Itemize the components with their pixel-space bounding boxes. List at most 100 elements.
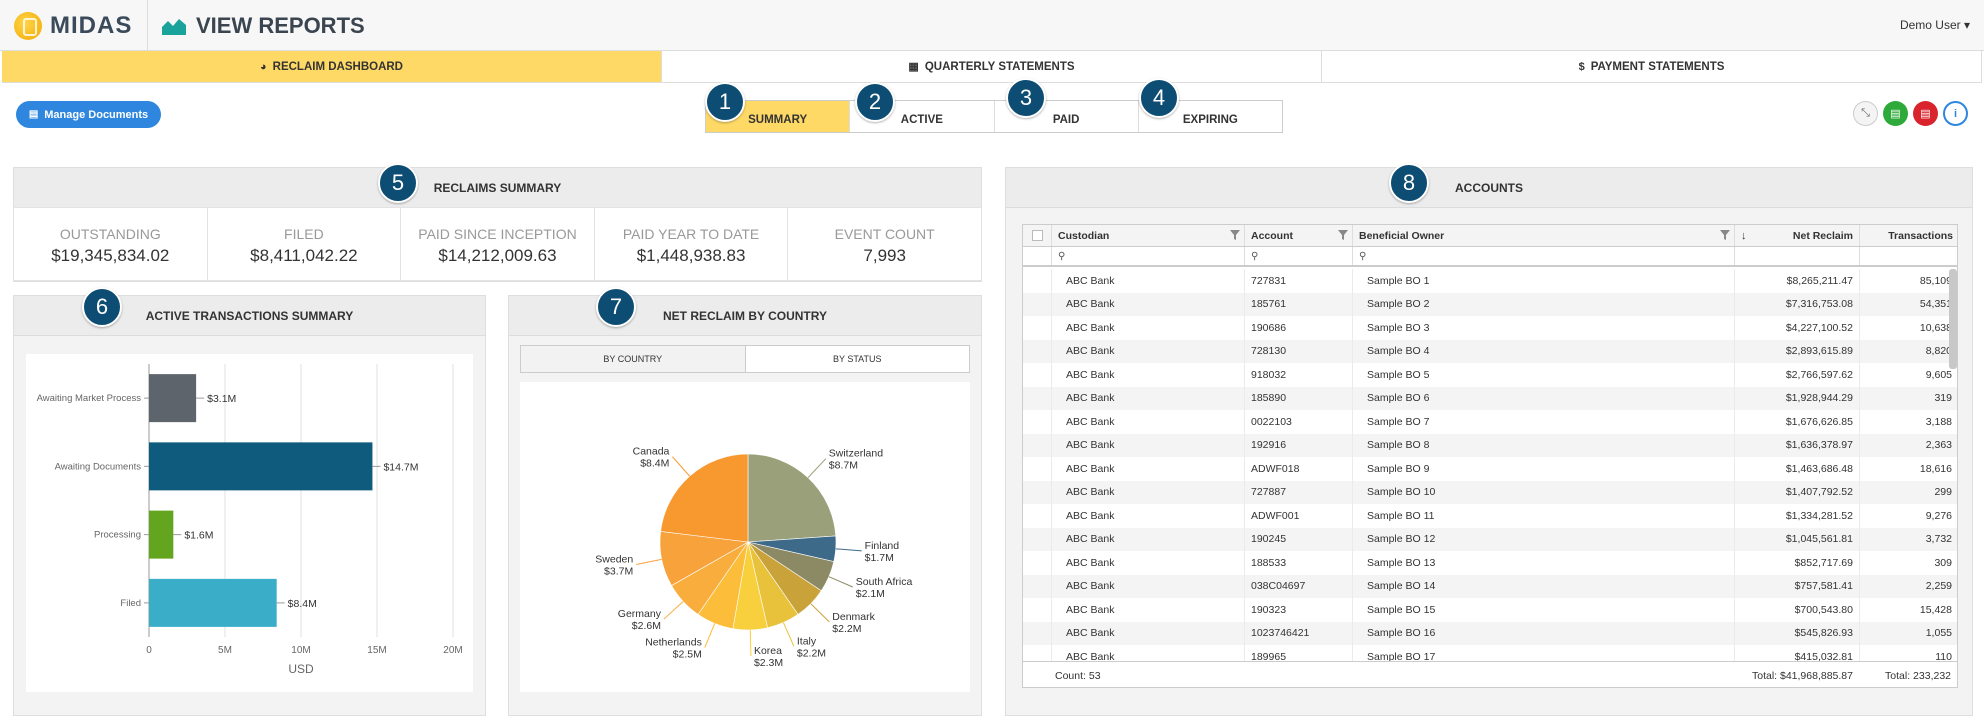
table-row[interactable]: ABC Bank 1023746421 Sample BO 16 $545,826.9… [1023,621,1957,645]
table-scrollbar[interactable] [1949,269,1957,369]
table-row[interactable]: ABC Bank 728130 Sample BO 4 $2,893,615.89 8,… [1023,339,1957,363]
filter-icon[interactable] [1338,230,1348,240]
bar [149,510,174,559]
cell-text: Sample BO 5 [1367,368,1430,381]
transactions-search[interactable] [1860,247,1957,265]
transactions-cell: 110 [1860,645,1957,661]
data-label: $8.4M [288,598,317,610]
pie-label-connector [704,628,713,648]
pie-label-connector [811,458,827,474]
country-status-toggle: BY COUNTRY BY STATUS [520,345,970,373]
search-icon: ⚲ [1359,250,1367,262]
table-row[interactable]: ABC Bank 189965 Sample BO 17 $415,032.81 110 [1023,645,1957,661]
cell-text: $1,928,944.29 [1785,392,1853,405]
beneficial-owner-search[interactable]: ⚲ [1353,247,1735,265]
table-row[interactable]: ABC Bank 190686 Sample BO 3 $4,227,100.52 10… [1023,316,1957,340]
filter-tabs: SUMMARY ACTIVE PAID EXPIRING [705,100,1283,133]
tab-reclaim-dashboard[interactable]: ◕ RECLAIM DASHBOARD [2,51,662,82]
transactions-cell: 3,732 [1860,528,1957,552]
col-label: Account [1251,229,1293,242]
cell-text: 309 [1934,556,1952,569]
panel-title: NET RECLAIM BY COUNTRY [509,296,981,336]
by-country-button[interactable]: BY COUNTRY [521,346,746,372]
filter-icon[interactable] [1720,230,1730,240]
table-row[interactable]: ABC Bank 190323 Sample BO 15 $700,543.80 15,… [1023,598,1957,622]
cell-text: ABC Bank [1066,650,1115,661]
custodian-cell: ABC Bank [1052,433,1245,457]
pie-label: Korea [754,645,782,657]
col-custodian[interactable]: Custodian [1052,225,1245,246]
select-all-checkbox[interactable] [1031,230,1043,241]
total-net-reclaim: Total: $41,968,885.87 [1751,670,1853,682]
tab-active[interactable]: ACTIVE [850,101,995,132]
beneficial-owner-cell: Sample BO 10 [1353,480,1735,504]
tab-quarterly-statements[interactable]: ▦ QUARTERLY STATEMENTS [662,51,1322,82]
beneficial-owner-cell: Sample BO 7 [1353,410,1735,434]
table-row[interactable]: ABC Bank 188533 Sample BO 13 $852,717.69 309 [1023,551,1957,575]
cell-text: Sample BO 6 [1367,392,1430,405]
beneficial-owner-cell: Sample BO 15 [1353,598,1735,622]
table-row[interactable]: ABC Bank 192916 Sample BO 8 $1,636,378.97 2,… [1023,433,1957,457]
row-select-cell [1023,480,1052,504]
net-reclaim-cell: $1,636,378.97 [1735,433,1860,457]
cell-text: 0022103 [1251,415,1292,428]
transactions-cell: 15,428 [1860,598,1957,622]
pie-slice [660,453,749,543]
col-transactions[interactable]: Transactions [1860,225,1957,246]
table-row[interactable]: ABC Bank 727831 Sample BO 1 $8,265,211.47 85… [1023,269,1957,293]
data-label: $3.1M [207,393,236,405]
beneficial-owner-cell: Sample BO 9 [1353,457,1735,481]
table-row[interactable]: ABC Bank ADWF001 Sample BO 11 $1,334,281.52… [1023,504,1957,528]
table-row[interactable]: ABC Bank 0022103 Sample BO 7 $1,676,626.85 3… [1023,410,1957,434]
table-row[interactable]: ABC Bank ADWF018 Sample BO 9 $1,463,686.48 1… [1023,457,1957,481]
top-bar: MIDAS VIEW REPORTS Demo User ▾ [0,0,1984,51]
pdf-export-icon[interactable]: ▤ [1913,101,1938,126]
by-status-button[interactable]: BY STATUS [832,354,882,364]
sort-desc-icon[interactable]: ↓ [1741,229,1747,242]
stat-value: $1,448,938.83 [636,246,746,265]
cell-text: 54,351 [1919,298,1952,311]
tab-expiring[interactable]: EXPIRING [1182,113,1238,126]
app-logo[interactable]: MIDAS [14,10,132,42]
cell-text: ABC Bank [1066,556,1115,569]
cell-text: 10,638 [1919,321,1952,334]
pie-value-label: $1.7M [865,552,894,564]
row-select-cell [1023,410,1052,434]
cell-text: ABC Bank [1066,580,1115,593]
custodian-cell: ABC Bank [1052,410,1245,434]
user-menu[interactable]: Demo User ▾ [1899,18,1970,32]
table-row[interactable]: ABC Bank 185890 Sample BO 6 $1,928,944.29 31… [1023,386,1957,410]
excel-export-icon[interactable]: ▤ [1883,101,1908,126]
tab-payment-statements[interactable]: $ PAYMENT STATEMENTS [1322,51,1982,82]
manage-documents-button[interactable]: ▤ Manage Documents [16,101,161,128]
table-row[interactable]: ABC Bank 918032 Sample BO 5 $2,766,597.62 9,… [1023,363,1957,387]
filter-icon[interactable] [1230,230,1240,240]
table-row[interactable]: ABC Bank 190245 Sample BO 12 $1,045,561.81 3… [1023,527,1957,552]
info-icon[interactable]: i [1943,101,1968,126]
custodian-search[interactable]: ⚲ [1052,247,1245,265]
collapse-icon[interactable]: ⤡ [1853,101,1878,126]
col-account[interactable]: Account [1245,225,1353,246]
account-cell: 1023746421 [1245,621,1353,645]
tab-paid[interactable]: PAID [995,101,1139,132]
account-search[interactable]: ⚲ [1245,247,1353,265]
col-net-reclaim[interactable]: ↓ Net Reclaim [1735,225,1860,246]
cell-text: $757,581.41 [1794,580,1853,593]
select-all-cell [1023,225,1052,246]
table-row[interactable]: ABC Bank 185761 Sample BO 2 $7,316,753.08 54… [1023,292,1957,316]
cell-text: 190323 [1251,603,1287,616]
net-reclaim-cell: $700,543.80 [1735,598,1860,622]
stat-label: PAID YEAR TO DATE [622,226,760,242]
category-label: Filed [120,598,141,609]
custodian-cell: ABC Bank [1052,363,1245,387]
table-row[interactable]: ABC Bank 038C04697 Sample BO 14 $757,581.41… [1023,574,1957,598]
stat-label: PAID SINCE INCEPTION [418,226,577,242]
stat-label: OUTSTANDING [59,226,161,242]
col-beneficial-owner[interactable]: Beneficial Owner [1353,225,1735,246]
net-reclaim-search[interactable] [1735,247,1860,265]
custodian-cell: ABC Bank [1052,457,1245,481]
x-axis-label: USD [288,662,314,676]
table-row[interactable]: ABC Bank 727887 Sample BO 10 $1,407,792.52 2… [1023,480,1957,504]
col-label: Net Reclaim [1792,229,1853,242]
cell-text: $415,032.81 [1794,650,1853,661]
